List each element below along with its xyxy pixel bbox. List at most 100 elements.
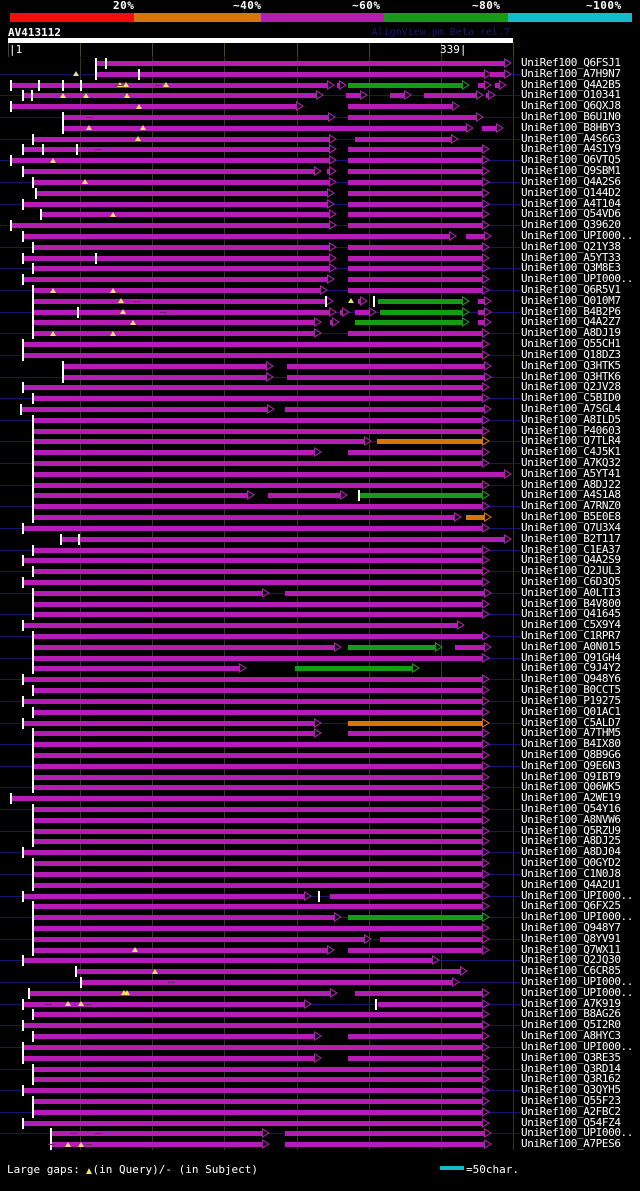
hsp-segment[interactable]: [348, 644, 435, 650]
hsp-segment[interactable]: [455, 644, 484, 650]
hit-accession-label[interactable]: UniRef100_Q6QXJ8: [521, 99, 621, 113]
hsp-segment[interactable]: [22, 169, 314, 175]
hit-accession-label[interactable]: UniRef100_Q2JUL3: [521, 564, 621, 578]
hsp-segment[interactable]: [390, 93, 404, 99]
alignment-hit-row[interactable]: UniRef100_Q5I2R0: [0, 1018, 640, 1032]
hsp-segment[interactable]: [32, 1034, 314, 1040]
alignment-hit-row[interactable]: UniRef100_Q0GYD2: [0, 856, 640, 870]
hsp-segment[interactable]: [348, 147, 482, 153]
hit-accession-label[interactable]: UniRef100_B6U1N0: [521, 110, 621, 124]
hsp-segment[interactable]: [32, 655, 482, 661]
alignment-hit-row[interactable]: UniRef100_C1N0J8: [0, 867, 640, 881]
hsp-segment[interactable]: [32, 590, 262, 596]
hsp-segment[interactable]: [355, 136, 451, 142]
hit-accession-label[interactable]: UniRef100_A7PES6: [521, 1137, 621, 1151]
hit-accession-label[interactable]: UniRef100_Q55F23: [521, 1093, 621, 1107]
hit-accession-label[interactable]: UniRef100_Q9IBT9: [521, 769, 621, 783]
hsp-segment[interactable]: [62, 374, 266, 380]
hsp-segment[interactable]: [22, 201, 327, 207]
hit-accession-label[interactable]: UniRef100_C4J5K1: [521, 445, 621, 459]
hit-accession-label[interactable]: UniRef100_Q06WK5: [521, 780, 621, 794]
hsp-segment[interactable]: [490, 71, 504, 77]
alignment-hit-row[interactable]: UniRef100_B4B2P6: [0, 305, 640, 319]
alignment-hit-row[interactable]: UniRef100_Q55CH1: [0, 337, 640, 351]
hsp-segment[interactable]: [32, 1109, 482, 1115]
hsp-segment[interactable]: [348, 82, 462, 88]
hit-accession-label[interactable]: UniRef100_A8HYC3: [521, 1029, 621, 1043]
hsp-segment[interactable]: [32, 882, 482, 888]
hit-accession-label[interactable]: UniRef100_P19275: [521, 693, 621, 707]
alignment-hit-row[interactable]: UniRef100_Q6VTQ5: [0, 153, 640, 167]
hsp-segment[interactable]: [348, 288, 482, 294]
hsp-segment[interactable]: [32, 612, 482, 618]
alignment-hit-row[interactable]: UniRef100_C9J4Y2: [0, 661, 640, 675]
hit-accession-label[interactable]: UniRef100_Q010M7: [521, 293, 621, 307]
alignment-hit-row[interactable]: UniRef100_A2WE19: [0, 791, 640, 805]
hsp-segment[interactable]: [22, 720, 314, 726]
alignment-hit-row[interactable]: UniRef100_A8DJ19: [0, 326, 640, 340]
hsp-segment[interactable]: [327, 169, 329, 175]
hsp-segment[interactable]: [285, 1131, 484, 1137]
hit-accession-label[interactable]: UniRef100_UPI000..: [521, 985, 634, 999]
alignment-hit-row[interactable]: UniRef100_A7H9N7: [0, 67, 640, 81]
hsp-segment[interactable]: [486, 93, 488, 99]
hsp-segment[interactable]: [380, 309, 462, 315]
hit-accession-label[interactable]: UniRef100_B8AG26: [521, 1007, 621, 1021]
alignment-hit-list[interactable]: UniRef100_Q6FSJ1 UniRef100_A7H9N7 UniRef10…: [0, 56, 640, 1151]
hsp-segment[interactable]: [75, 969, 460, 975]
hsp-segment[interactable]: [358, 298, 360, 304]
alignment-hit-row[interactable]: UniRef100_UPI000..: [0, 985, 640, 1000]
hit-accession-label[interactable]: UniRef100_A8DJ19: [521, 326, 621, 340]
alignment-hit-row[interactable]: UniRef100_A8ILD5: [0, 413, 640, 427]
hsp-segment[interactable]: [32, 871, 482, 877]
hsp-segment[interactable]: [40, 212, 329, 218]
hsp-segment[interactable]: [22, 1055, 314, 1061]
hsp-segment[interactable]: [10, 796, 482, 802]
alignment-hit-row[interactable]: UniRef100_Q4A2U1: [0, 878, 640, 892]
hit-accession-label[interactable]: UniRef100_C5BID0: [521, 391, 621, 405]
alignment-hit-row[interactable]: UniRef100_UPI000..: [0, 889, 640, 903]
alignment-hit-row[interactable]: UniRef100_Q54Y16: [0, 802, 640, 816]
hit-accession-label[interactable]: UniRef100_A5YT41: [521, 466, 621, 480]
hit-accession-label[interactable]: UniRef100_Q01AC1: [521, 704, 621, 718]
hsp-segment[interactable]: [32, 817, 482, 823]
alignment-hit-row[interactable]: UniRef100_Q39620: [0, 218, 640, 232]
hit-accession-label[interactable]: UniRef100_A7K919: [521, 996, 621, 1010]
hsp-segment[interactable]: [20, 406, 267, 412]
hsp-segment[interactable]: [348, 115, 476, 121]
hsp-segment[interactable]: [348, 104, 452, 110]
alignment-hit-row[interactable]: UniRef100_Q7U3X4: [0, 521, 640, 535]
hit-accession-label[interactable]: UniRef100_A7RNZ0: [521, 499, 621, 513]
hsp-segment[interactable]: [95, 61, 504, 66]
hsp-segment[interactable]: [287, 374, 484, 380]
hsp-segment[interactable]: [348, 190, 482, 196]
hit-accession-label[interactable]: UniRef100_Q2JV28: [521, 380, 621, 394]
hsp-segment[interactable]: [32, 1012, 482, 1018]
hit-accession-label[interactable]: UniRef100_A4T104: [521, 196, 621, 210]
alignment-hit-row[interactable]: UniRef100_A5YT33: [0, 251, 640, 265]
hsp-segment[interactable]: [22, 385, 482, 391]
hsp-segment[interactable]: [348, 201, 482, 207]
alignment-hit-row[interactable]: UniRef100_Q9SBM1: [0, 164, 640, 178]
hit-accession-label[interactable]: UniRef100_Q54FZ4: [521, 1115, 621, 1129]
hit-accession-label[interactable]: UniRef100_A0LTI3: [521, 585, 621, 599]
hsp-segment[interactable]: [80, 980, 452, 985]
alignment-hit-row[interactable]: UniRef100_Q9E6N3: [0, 759, 640, 773]
alignment-hit-row[interactable]: UniRef100_Q8B9G6: [0, 748, 640, 762]
alignment-hit-row[interactable]: UniRef100_C1RPR7: [0, 629, 640, 643]
alignment-hit-row[interactable]: UniRef100_Q948Y6: [0, 672, 640, 686]
alignment-hit-row[interactable]: UniRef100_Q3R162: [0, 1072, 640, 1086]
hsp-segment[interactable]: [22, 677, 482, 683]
hit-accession-label[interactable]: UniRef100_Q3QYH5: [521, 1083, 621, 1097]
alignment-hit-row[interactable]: UniRef100_C1EA37: [0, 543, 640, 557]
hsp-segment[interactable]: [32, 1066, 482, 1072]
hsp-segment[interactable]: [22, 352, 482, 358]
hsp-segment[interactable]: [32, 915, 334, 921]
hsp-segment[interactable]: [22, 958, 432, 964]
hit-accession-label[interactable]: UniRef100_Q3M8E3: [521, 261, 621, 275]
alignment-hit-row[interactable]: UniRef100_B6U1N0: [0, 110, 640, 124]
hsp-segment[interactable]: [466, 233, 484, 239]
hsp-segment[interactable]: [10, 223, 329, 229]
hsp-segment[interactable]: [22, 233, 449, 239]
hsp-segment[interactable]: [348, 223, 482, 229]
